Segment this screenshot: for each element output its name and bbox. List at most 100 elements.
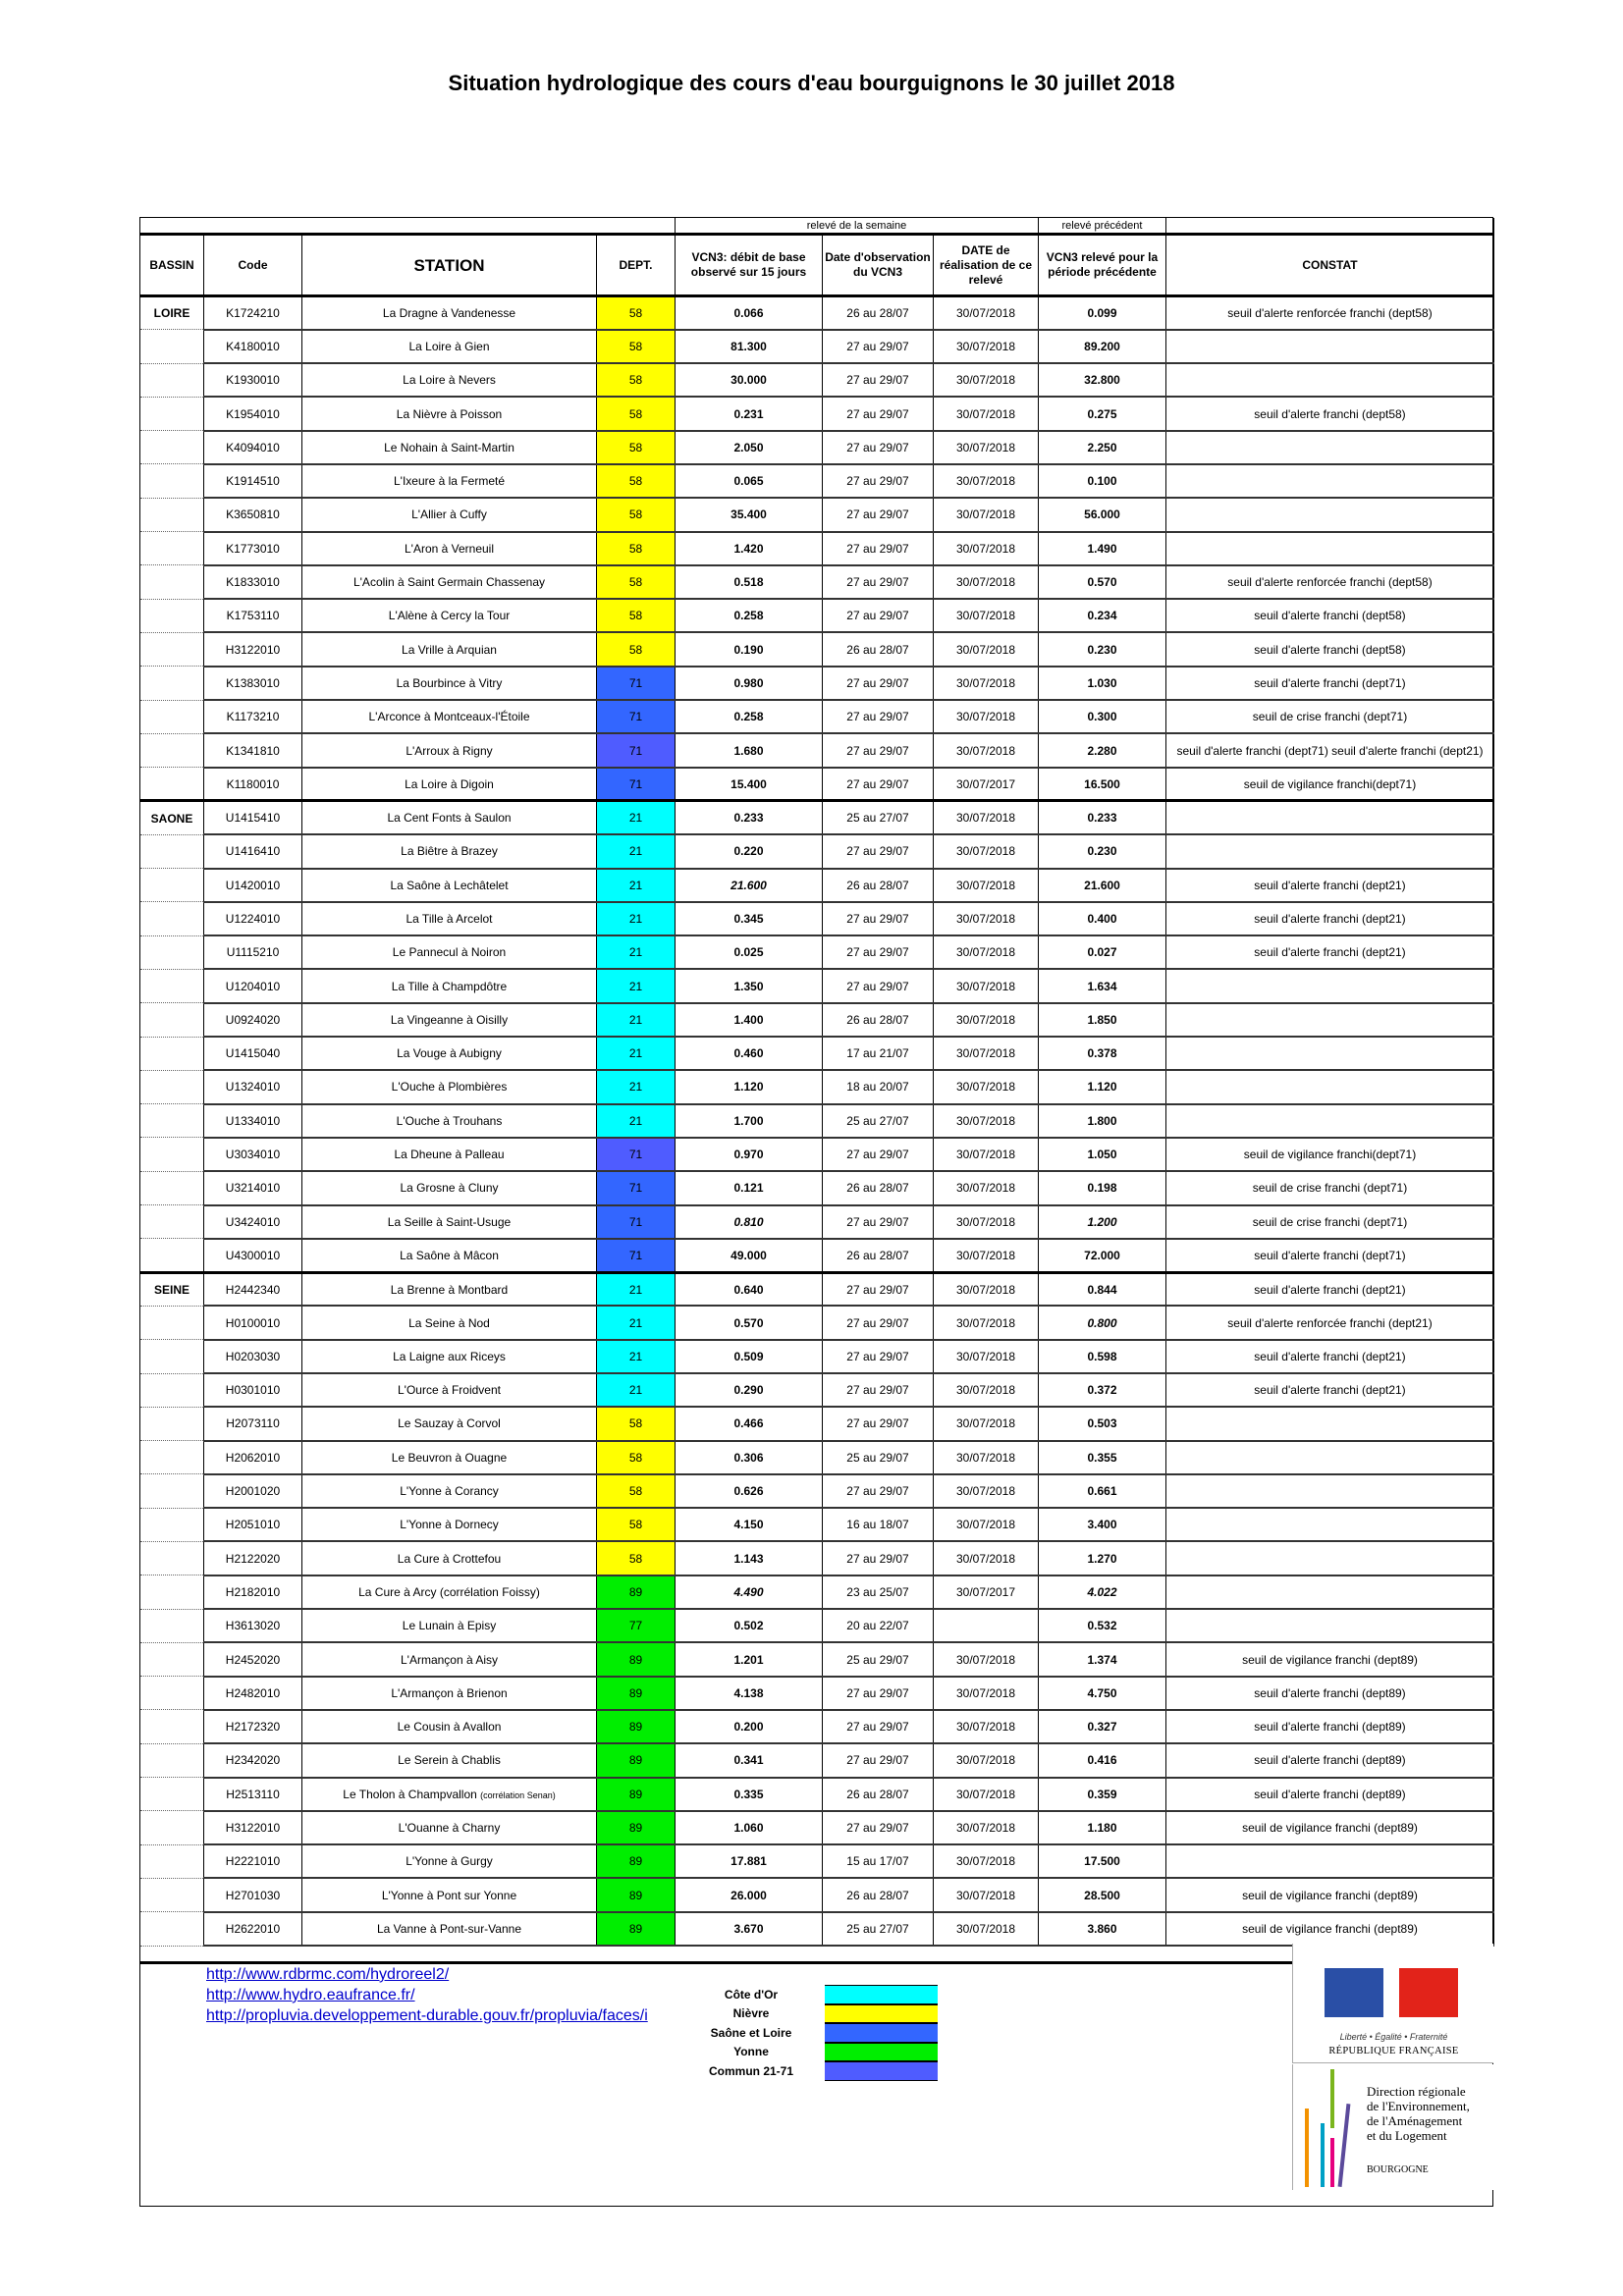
date-obs-cell: 26 au 28/07 [822, 1002, 934, 1039]
vcn3-cell: 35.400 [675, 497, 823, 533]
date-obs-cell: 26 au 28/07 [822, 631, 934, 667]
date-obs-cell: 27 au 29/07 [822, 833, 934, 870]
station-cell: L'Armançon à Aisy [301, 1641, 597, 1678]
link-hydro[interactable]: http://www.hydro.eaufrance.fr/ [206, 1987, 415, 2003]
date-releve-cell: 30/07/2018 [933, 1676, 1039, 1711]
dreal-text: Direction régionale de l'Environnement, … [1367, 2084, 1470, 2143]
code-cell: U1204010 [203, 968, 302, 1004]
table-row: U4300010 La Saône à Mâcon 71 49.000 26 au 28… [139, 1238, 1494, 1274]
station-name: L'Yonne à Dornecy [400, 1518, 499, 1532]
constat-cell: seuil de vigilance franchi (dept89) [1165, 1810, 1494, 1846]
date-obs-cell: 25 au 29/07 [822, 1440, 934, 1475]
table-row: H0203030 La Laigne aux Riceys 21 0.509 27 au… [139, 1339, 1494, 1375]
code-cell: U3214010 [203, 1170, 302, 1206]
code-cell: U1416410 [203, 833, 302, 870]
vcn3-prev-cell: 1.050 [1038, 1137, 1166, 1173]
station-cell: La Tille à Champdôtre [301, 968, 597, 1004]
bassin-cell [139, 1642, 204, 1678]
logo-bar-icon [1321, 2123, 1325, 2187]
bassin-cell [139, 1440, 204, 1475]
date-obs-cell: 27 au 29/07 [822, 968, 934, 1004]
dept-cell: 58 [596, 294, 676, 331]
hydro-table: relevé de la semaine relevé précédent BA… [139, 217, 1494, 1948]
table-row: H2062010 Le Beuvron à Ouagne 58 0.306 25 au … [139, 1440, 1494, 1475]
table-row: H2452020 L'Armançon à Aisy 89 1.201 25 au 29… [139, 1641, 1494, 1678]
date-releve-cell: 30/07/2018 [933, 1440, 1039, 1475]
vcn3-prev-cell: 0.233 [1038, 799, 1166, 836]
link-propluvia[interactable]: http://propluvia.developpement-durable.g… [206, 2007, 648, 2024]
date-releve-cell: 30/07/2018 [933, 1742, 1039, 1779]
date-releve-cell: 30/07/2018 [933, 1507, 1039, 1543]
code-cell: K1724210 [203, 294, 302, 331]
code-cell: U1115210 [203, 934, 302, 971]
station-cell: Le Cousin à Avallon [301, 1709, 597, 1745]
station-cell: L'Arroux à Rigny [301, 732, 597, 769]
constat-cell [1165, 1473, 1494, 1510]
constat-cell [1165, 1103, 1494, 1139]
station-cell: La Grosne à Cluny [301, 1170, 597, 1206]
constat-cell [1165, 968, 1494, 1004]
station-name: La Laigne aux Riceys [393, 1349, 506, 1363]
constat-cell [1165, 1069, 1494, 1105]
constat-cell: seuil d'alerte franchi (dept21) [1165, 1339, 1494, 1375]
vcn3-cell: 0.220 [675, 833, 823, 870]
date-releve-cell: 30/07/2018 [933, 1270, 1039, 1308]
bassin-cell [139, 1002, 204, 1038]
station-name: L'Yonne à Gurgy [406, 1854, 493, 1869]
date-releve-cell: 30/07/2018 [933, 1877, 1039, 1913]
dreal-line: de l'Aménagement [1367, 2113, 1463, 2128]
station-name: Le Serein à Chablis [398, 1753, 501, 1768]
col-dept: DEPT. [596, 234, 676, 297]
code-cell: K1833010 [203, 564, 302, 601]
logo-bar-icon [1330, 2069, 1334, 2128]
vcn3-prev-cell: 0.800 [1038, 1305, 1166, 1341]
date-obs-cell: 25 au 27/07 [822, 799, 934, 836]
station-cell: La Loire à Digoin [301, 767, 597, 802]
station-name: Le Cousin à Avallon [397, 1720, 502, 1735]
station-name: L'Ixeure à la Fermeté [393, 474, 505, 489]
station-cell: Le Pannecul à Noiron [301, 934, 597, 971]
dept-cell: 58 [596, 631, 676, 667]
vcn3-cell: 3.670 [675, 1911, 823, 1948]
bassin-cell [139, 868, 204, 903]
table-row: K1930010 La Loire à Nevers 58 30.000 27 au 2… [139, 362, 1494, 399]
table-row: U1115210 Le Pannecul à Noiron 21 0.025 27 au… [139, 934, 1494, 971]
code-cell: H2073110 [203, 1406, 302, 1442]
vcn3-prev-cell: 1.374 [1038, 1641, 1166, 1678]
constat-cell: seuil d'alerte franchi (dept21) [1165, 901, 1494, 937]
station-cell: La Laigne aux Riceys [301, 1339, 597, 1375]
station-cell: La Vrille à Arquian [301, 631, 597, 667]
col-vcn3: VCN3: débit de base observé sur 15 jours [675, 234, 823, 297]
date-releve-cell: 30/07/2017 [933, 1575, 1039, 1611]
vcn3-prev-cell: 0.275 [1038, 396, 1166, 432]
group-week-header: relevé de la semaine [675, 217, 1039, 236]
table-row: SEINE H2442340 La Brenne à Montbard 21 0.640… [139, 1270, 1494, 1308]
date-obs-cell: 26 au 28/07 [822, 1170, 934, 1206]
vcn3-cell: 4.150 [675, 1507, 823, 1543]
link-rdbrmc[interactable]: http://www.rdbrmc.com/hydroreel2/ [206, 1966, 450, 1983]
table-row: K3650810 L'Allier à Cuffy 58 35.400 27 au 29… [139, 497, 1494, 533]
table-row: H0301010 L'Ource à Froidvent 21 0.290 27 au … [139, 1372, 1494, 1409]
legend-item: Saône et Loire [677, 2023, 938, 2043]
vcn3-cell: 1.400 [675, 1002, 823, 1039]
station-name: La Tille à Champdôtre [391, 979, 508, 993]
dept-cell: 58 [596, 1473, 676, 1510]
station-name: La Loire à Gien [408, 339, 490, 353]
vcn3-cell: 0.025 [675, 934, 823, 971]
vcn3-prev-cell: 1.270 [1038, 1540, 1166, 1576]
date-releve-cell: 30/07/2017 [933, 767, 1039, 802]
station-name: La Bourbince à Vitry [396, 675, 503, 690]
date-releve-cell [933, 1608, 1039, 1644]
bassin-cell: LOIRE [139, 294, 204, 331]
constat-cell [1165, 1002, 1494, 1039]
code-cell: K4094010 [203, 430, 302, 465]
vcn3-cell: 1.201 [675, 1641, 823, 1678]
station-cell: L'Alène à Cercy la Tour [301, 598, 597, 634]
vcn3-prev-cell: 0.359 [1038, 1777, 1166, 1812]
marianne-blue-icon [1325, 1968, 1383, 2017]
table-row: K1341810 L'Arroux à Rigny 71 1.680 27 au 29/… [139, 732, 1494, 769]
date-obs-cell: 27 au 29/07 [822, 1305, 934, 1341]
station-name: La Seine à Nod [408, 1315, 490, 1330]
code-cell: H0301010 [203, 1372, 302, 1409]
constat-cell: seuil d'alerte franchi (dept21) [1165, 1270, 1494, 1308]
